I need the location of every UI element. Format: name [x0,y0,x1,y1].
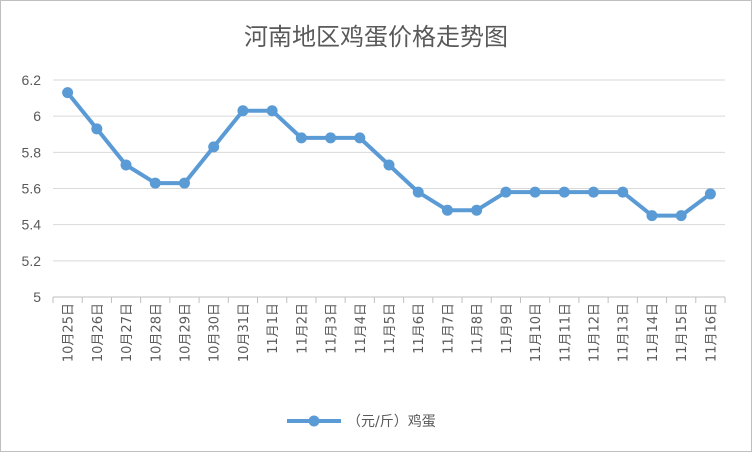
data-point [617,186,629,198]
y-tick-label: 5.2 [22,253,42,269]
data-point [675,210,687,222]
data-point [412,186,424,198]
data-point [62,87,74,99]
data-point [558,186,570,198]
x-tick-label: 10月26日 [91,303,106,362]
x-tick-label: 11月8日 [471,303,486,354]
chart-title: 河南地区鸡蛋价格走势图 [244,23,508,51]
x-tick-label: 11月1日 [266,303,281,354]
series-line [66,91,712,218]
x-tick-label: 10月30日 [208,303,223,362]
data-point [325,132,337,144]
data-point [441,204,453,216]
data-point [588,186,600,198]
x-tick-label: 10月31日 [237,303,252,362]
data-point [354,132,366,144]
data-point [704,188,716,200]
y-axis-ticks: 5 5.2 5.4 5.6 5.8 6 6.2 [22,72,42,305]
data-point [208,141,220,153]
data-point [500,186,512,198]
series-lines [62,87,716,222]
legend-marker-swatch [308,415,320,427]
x-tick-label: 10月28日 [149,303,164,362]
x-tick-label: 11月5日 [383,303,398,354]
x-tick-label: 11月13日 [617,303,632,362]
x-tick-label: 11月11日 [558,303,573,362]
x-tick-label: 11月15日 [675,303,690,362]
x-tick-label: 10月25日 [62,303,77,362]
data-point [471,204,483,216]
x-tick-label: 11月14日 [646,303,661,362]
x-tick-label: 11月3日 [325,303,340,354]
data-point [149,177,161,189]
data-point [383,159,395,171]
x-tick-label: 11月6日 [412,303,427,354]
data-point [91,123,103,135]
x-tick-label: 11月4日 [354,303,369,354]
data-point [178,177,190,189]
y-tick-label: 6 [33,108,41,124]
data-point [529,186,541,198]
data-point [120,159,132,171]
gridlines [53,79,725,298]
x-tick-label: 11月7日 [441,303,456,354]
x-tick-label: 11月10日 [529,303,544,362]
data-point [646,210,658,222]
x-tick-label: 10月27日 [120,303,135,362]
x-tick-label: 11月9日 [500,303,515,354]
legend-label: （元/斤）鸡蛋 [347,413,436,430]
data-point [295,132,307,144]
legend: （元/斤）鸡蛋 [287,413,436,430]
x-tick-label: 11月16日 [704,303,719,362]
x-tick-label: 11月2日 [295,303,310,354]
x-axis-ticks: 10月25日 10月26日 10月27日 10月28日 10月29日 10月30日 10月3… [52,297,726,362]
y-tick-label: 6.2 [22,72,42,88]
data-point [237,105,249,117]
y-tick-label: 5.8 [22,144,42,160]
y-tick-label: 5 [33,289,41,305]
data-point [266,105,278,117]
y-tick-label: 5.4 [22,217,42,233]
y-tick-label: 5.6 [22,181,42,197]
x-tick-label: 10月29日 [178,303,193,362]
x-tick-label: 11月12日 [588,303,603,362]
